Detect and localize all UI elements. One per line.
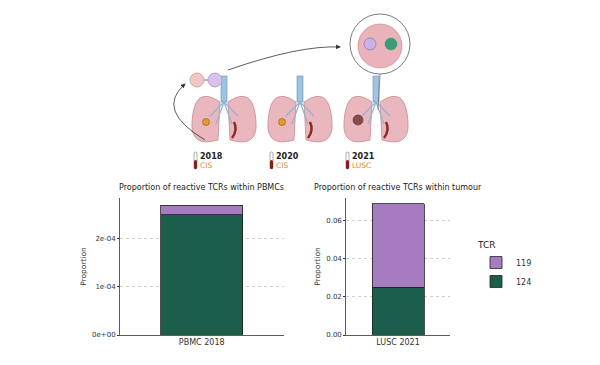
svg-text:Proportion of reactive TCRs wi: Proportion of reactive TCRs within PBMCs <box>119 183 284 192</box>
svg-text:2020: 2020 <box>276 152 299 161</box>
svg-text:PBMC 2018: PBMC 2018 <box>179 338 225 347</box>
svg-text:CIS: CIS <box>200 161 212 170</box>
svg-text:0.02: 0.02 <box>326 293 342 301</box>
svg-text:CIS: CIS <box>276 161 288 170</box>
svg-text:2018: 2018 <box>200 152 223 161</box>
svg-text:0.06: 0.06 <box>326 217 342 225</box>
svg-text:0.00: 0.00 <box>326 331 342 339</box>
svg-text:LUSC 2021: LUSC 2021 <box>376 338 419 347</box>
svg-text:LUSC: LUSC <box>352 161 371 170</box>
svg-text:0.04: 0.04 <box>326 255 342 263</box>
svg-text:Proportion: Proportion <box>313 247 322 286</box>
svg-text:119: 119 <box>516 259 531 268</box>
svg-text:2e-04: 2e-04 <box>95 235 116 243</box>
svg-text:124: 124 <box>516 278 531 287</box>
svg-text:Proportion: Proportion <box>79 247 88 286</box>
svg-text:Proportion of reactive TCRs wi: Proportion of reactive TCRs within tumou… <box>314 183 482 192</box>
svg-text:TCR: TCR <box>477 240 496 250</box>
svg-text:2021: 2021 <box>352 152 375 161</box>
svg-text:1e-04: 1e-04 <box>95 283 116 291</box>
svg-text:0e+00: 0e+00 <box>92 331 116 339</box>
